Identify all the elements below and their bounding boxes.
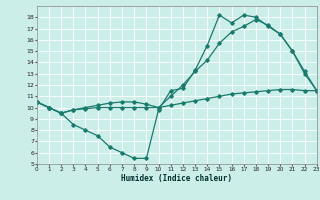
X-axis label: Humidex (Indice chaleur): Humidex (Indice chaleur) [121, 174, 232, 183]
